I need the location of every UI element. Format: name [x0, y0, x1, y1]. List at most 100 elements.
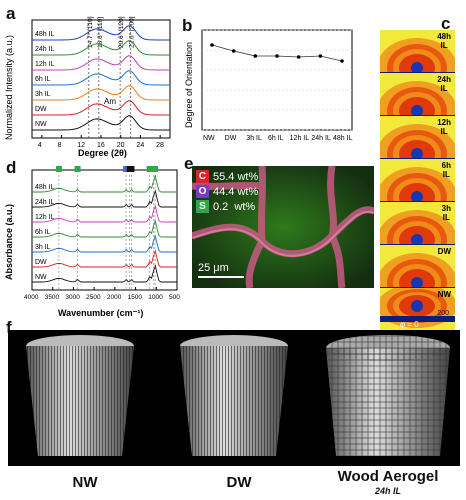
- xrd-pattern-tile: 48h IL: [380, 30, 455, 72]
- ftir-xtick-label: 1000: [148, 294, 163, 301]
- ftir-xtick-label: 2500: [86, 294, 101, 301]
- ftir-xtick-label: 500: [169, 294, 180, 301]
- ftir-series-line: [32, 249, 177, 268]
- xrd-series-label: NW: [35, 121, 47, 128]
- ftir-xlabel: Wavenumber (cm⁻¹): [58, 308, 143, 318]
- ftir-chart: Absorbance (a.u.) Wavenumber (cm⁻¹) 4000…: [4, 166, 180, 318]
- ftir-xtick-label: 1500: [128, 294, 143, 301]
- ftir-xtick-label: 4000: [24, 294, 39, 301]
- xrd-ylabel: Normalized Intensity (a.u.): [4, 35, 14, 140]
- xrd-pattern-label: 6h IL: [441, 161, 451, 179]
- orientation-point: [318, 54, 323, 58]
- xrd-pattern-label: 48h IL: [437, 32, 451, 50]
- orientation-ylabel: Degree of Orientation: [184, 42, 194, 128]
- ftir-series-label: 48h IL: [35, 184, 55, 191]
- xrd-xlabel: Degree (2θ): [78, 148, 127, 158]
- orientation-xtick-label: 12h IL: [290, 135, 310, 142]
- eds-legend: C 55.4 wt% O 44.4 wt% S 0.2 wt%: [196, 170, 258, 215]
- microct-image: [26, 335, 450, 456]
- ftir-series-line: [32, 219, 177, 238]
- xrd-series-line: [32, 40, 170, 56]
- xrd-xtick-label: 12: [77, 142, 85, 149]
- xrd-ring-image: [380, 116, 455, 158]
- xrd-pattern-tile: 12h IL: [380, 116, 455, 158]
- phi-annotation: φ = 0: [400, 320, 419, 329]
- panel-c-letter: c: [441, 14, 451, 33]
- xrd-peak-label: 22.6° [200]: [128, 16, 136, 48]
- ftir-band-marker: [152, 166, 159, 172]
- xrd-ring-image: [380, 245, 455, 287]
- aerogel-cylinder: [326, 335, 450, 456]
- xrd-series-label: 6h IL: [35, 76, 51, 83]
- ftir-series-label: 12h IL: [35, 214, 55, 221]
- xrd-series-line: [32, 85, 170, 101]
- xrd-ring-image: [380, 202, 455, 244]
- ftir-band-marker: [146, 166, 153, 172]
- xrd-series-line: [32, 100, 170, 116]
- orientation-point: [296, 55, 301, 59]
- ftir-series-label: 24h IL: [35, 199, 55, 206]
- aerogel-label: Wood Aerogel: [337, 468, 439, 485]
- xrd-pattern-tile: NW 200: [380, 288, 455, 330]
- xrd-peak-label: 16.6° [110]: [96, 17, 104, 48]
- ftir-series-label: NW: [35, 274, 47, 281]
- ftir-series-label: 6h IL: [35, 229, 51, 236]
- orientation-point: [210, 43, 214, 47]
- dw-label: DW: [226, 474, 252, 491]
- xrd-pattern-tile: DW: [380, 245, 455, 287]
- ftir-band-marker: [123, 166, 130, 172]
- eds-element-key: C: [196, 170, 209, 183]
- xrd-xtick-label: 20: [117, 142, 125, 149]
- orientation-xtick-label: NW: [203, 135, 215, 142]
- eds-element-value: 0.2 wt%: [213, 200, 256, 213]
- nw-cylinder: [26, 335, 134, 456]
- xrd-xtick-label: 24: [136, 142, 144, 149]
- ftir-band-marker: [74, 166, 81, 172]
- eds-scale-label: 25 μm: [198, 262, 229, 274]
- eds-map-image: [192, 166, 374, 288]
- orientation-point: [253, 54, 258, 58]
- xrd-series-label: 24h IL: [35, 46, 55, 53]
- ftir-band-marker: [128, 166, 135, 172]
- orientation-xtick-label: DW: [225, 135, 237, 142]
- ftir-series-line: [32, 189, 177, 208]
- ftir-series-line: [32, 264, 177, 283]
- aerogel-sublabel: 24h IL: [374, 486, 401, 496]
- xrd-series-line: [32, 25, 170, 41]
- nw-label: NW: [72, 474, 98, 491]
- xrd-series-label: 48h IL: [35, 31, 55, 38]
- xrd-pattern-label: 24h IL: [437, 75, 451, 93]
- xrd-peak-label: 14.7° [1̄10]: [86, 16, 94, 48]
- orientation-series-line: [211, 44, 343, 62]
- xrd-200-annotation: 200: [437, 310, 449, 317]
- ftir-band-marker: [55, 166, 62, 172]
- xrd-ring-image: [380, 159, 455, 201]
- ftir-series-label: DW: [35, 259, 47, 266]
- orientation-point: [231, 49, 236, 53]
- panel-b-letter: b: [182, 16, 193, 35]
- orientation-plot-frame: [201, 29, 353, 131]
- xrd-am-label: Am: [104, 97, 116, 106]
- eds-map: C 55.4 wt% O 44.4 wt% S 0.2 wt% 25 μm: [192, 166, 374, 288]
- orientation-xtick-label: 48h IL: [333, 135, 353, 142]
- orientation-point: [275, 54, 279, 58]
- xrd-pattern-label: NW: [437, 290, 451, 299]
- orientation-xtick-label: 3h IL: [246, 135, 262, 142]
- xrd-series-line: [32, 55, 170, 71]
- xrd-pattern-tile: 24h IL: [380, 73, 455, 115]
- orientation-xtick-label: 6h IL: [268, 135, 284, 142]
- ftir-series-line: [32, 234, 177, 253]
- xrd-xtick-label: 4: [38, 142, 42, 149]
- ftir-plot-frame: [31, 169, 178, 291]
- xrd-chart: Normalized Intensity (a.u.) Degree (2θ) …: [4, 16, 171, 158]
- ftir-xtick-label: 3500: [45, 294, 60, 301]
- ftir-series-label: 3h IL: [35, 244, 51, 251]
- ftir-series-line: [32, 174, 177, 193]
- xrd-pattern-label: DW: [437, 247, 451, 256]
- xrd-ring-image: [380, 73, 455, 115]
- xrd-pattern-column: 48h IL 24h IL 12h IL: [380, 30, 455, 330]
- xrd-series-label: 12h IL: [35, 61, 55, 68]
- ftir-xtick-label: 2000: [107, 294, 122, 301]
- microct-renders: [8, 330, 460, 466]
- ftir-xtick-label: 3000: [65, 294, 80, 301]
